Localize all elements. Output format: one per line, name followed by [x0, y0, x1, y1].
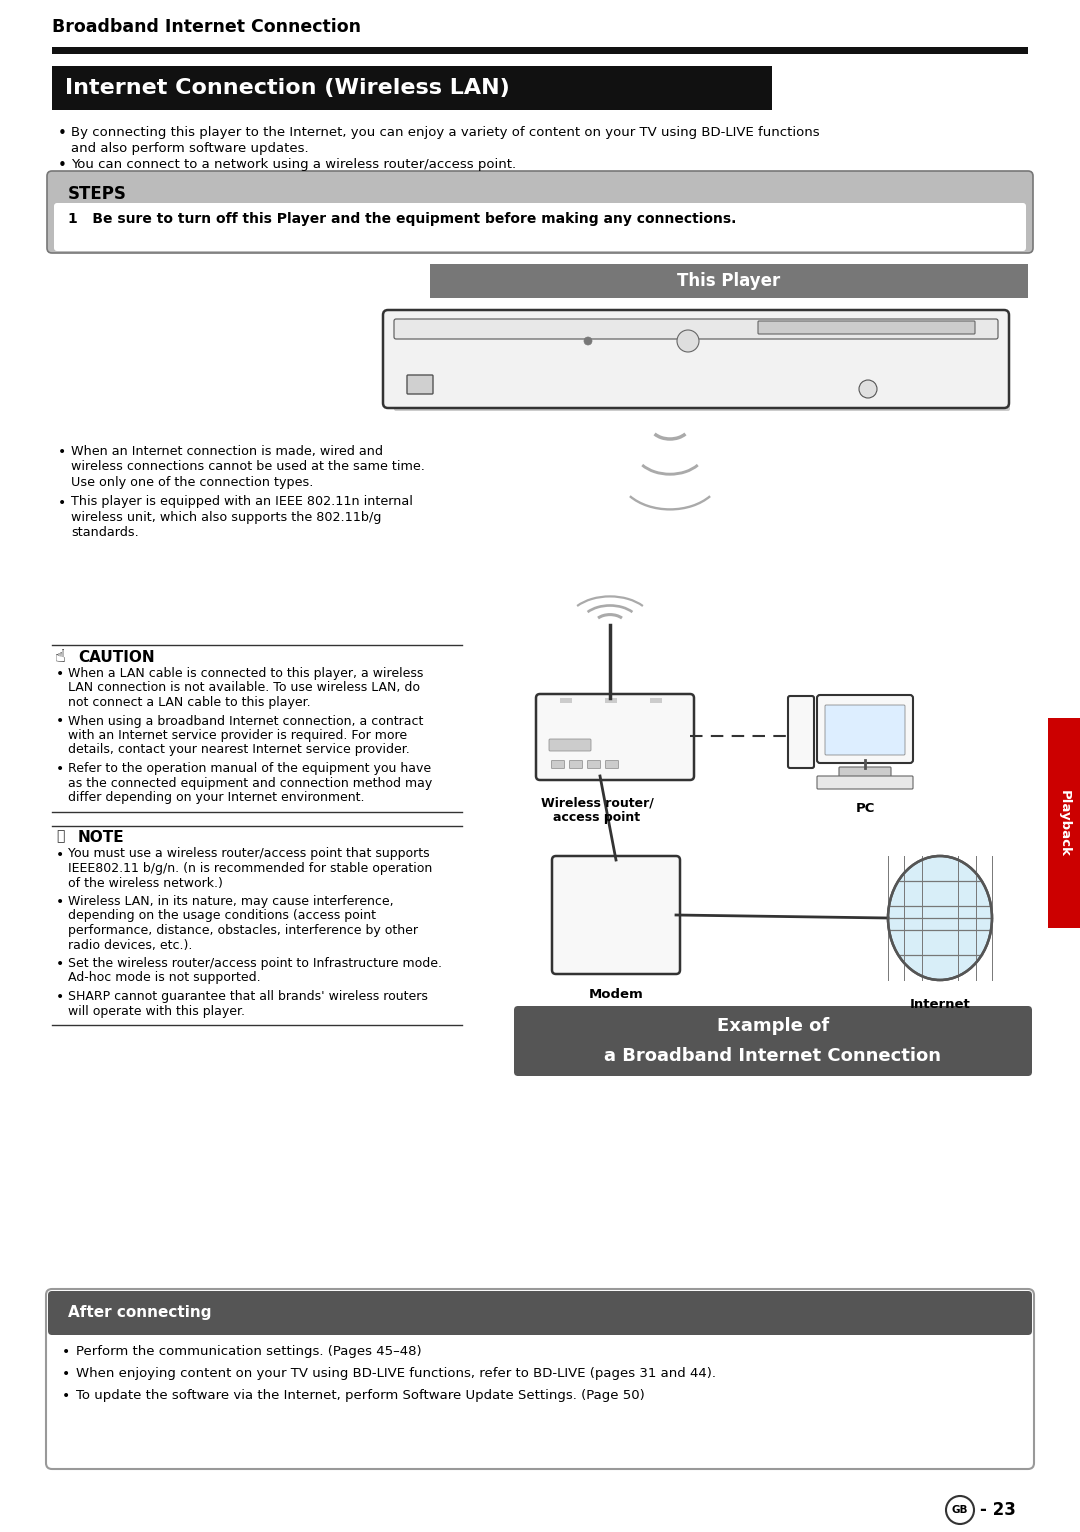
Text: •: •	[56, 761, 64, 777]
Text: Modem: Modem	[589, 988, 644, 1000]
Text: Wireless router/: Wireless router/	[541, 797, 653, 809]
Text: •: •	[58, 444, 66, 460]
Text: Ad-hoc mode is not supported.: Ad-hoc mode is not supported.	[68, 971, 260, 985]
FancyBboxPatch shape	[552, 856, 680, 974]
Text: a Broadband Internet Connection: a Broadband Internet Connection	[605, 1046, 942, 1065]
FancyBboxPatch shape	[606, 760, 619, 769]
Text: •: •	[56, 714, 64, 729]
FancyBboxPatch shape	[588, 760, 600, 769]
FancyBboxPatch shape	[52, 66, 772, 110]
Text: To update the software via the Internet, perform Software Update Settings. (Page: To update the software via the Internet,…	[76, 1390, 645, 1402]
Text: •: •	[56, 895, 64, 908]
Text: Example of: Example of	[717, 1017, 829, 1036]
Text: - 23: - 23	[980, 1501, 1016, 1520]
Text: Broadband Internet Connection: Broadband Internet Connection	[52, 18, 361, 35]
Text: When a LAN cable is connected to this player, a wireless: When a LAN cable is connected to this pl…	[68, 666, 423, 680]
Text: You can connect to a network using a wireless router/access point.: You can connect to a network using a wir…	[71, 158, 516, 172]
Text: performance, distance, obstacles, interference by other: performance, distance, obstacles, interf…	[68, 924, 418, 938]
Text: You must use a wireless router/access point that supports: You must use a wireless router/access po…	[68, 847, 430, 861]
Text: When using a broadband Internet connection, a contract: When using a broadband Internet connecti…	[68, 714, 423, 728]
Text: Wireless LAN, in its nature, may cause interference,: Wireless LAN, in its nature, may cause i…	[68, 895, 393, 908]
Text: •: •	[58, 495, 66, 510]
Circle shape	[859, 380, 877, 398]
Text: as the connected equipment and connection method may: as the connected equipment and connectio…	[68, 777, 432, 789]
Text: •: •	[58, 158, 67, 173]
Text: wireless connections cannot be used at the same time.: wireless connections cannot be used at t…	[71, 461, 424, 473]
FancyBboxPatch shape	[788, 696, 814, 768]
Text: Set the wireless router/access point to Infrastructure mode.: Set the wireless router/access point to …	[68, 958, 442, 970]
FancyBboxPatch shape	[816, 696, 913, 763]
Text: Internet: Internet	[909, 997, 970, 1011]
Text: •: •	[56, 990, 64, 1003]
FancyBboxPatch shape	[514, 1007, 1032, 1075]
FancyBboxPatch shape	[816, 777, 913, 789]
FancyBboxPatch shape	[549, 738, 591, 751]
Text: 1   Be sure to turn off this Player and the equipment before making any connecti: 1 Be sure to turn off this Player and th…	[68, 211, 737, 227]
Text: GB: GB	[951, 1504, 969, 1515]
Text: wireless unit, which also supports the 802.11b/g: wireless unit, which also supports the 8…	[71, 512, 381, 524]
Text: with an Internet service provider is required. For more: with an Internet service provider is req…	[68, 729, 407, 741]
FancyBboxPatch shape	[48, 1291, 1032, 1334]
Text: •: •	[62, 1390, 70, 1403]
Text: •: •	[56, 958, 64, 971]
FancyBboxPatch shape	[52, 47, 1028, 54]
FancyBboxPatch shape	[605, 699, 617, 703]
Text: IEEE802.11 b/g/n. (n is recommended for stable operation: IEEE802.11 b/g/n. (n is recommended for …	[68, 863, 432, 875]
FancyBboxPatch shape	[561, 699, 572, 703]
FancyBboxPatch shape	[394, 398, 1010, 411]
Text: •: •	[56, 847, 64, 861]
Text: Playback: Playback	[1057, 789, 1070, 856]
Text: and also perform software updates.: and also perform software updates.	[71, 142, 309, 155]
Text: of the wireless network.): of the wireless network.)	[68, 876, 222, 890]
FancyBboxPatch shape	[48, 172, 1032, 253]
FancyBboxPatch shape	[54, 204, 1026, 251]
Text: STEPS: STEPS	[68, 185, 126, 204]
FancyBboxPatch shape	[758, 322, 975, 334]
Text: differ depending on your Internet environment.: differ depending on your Internet enviro…	[68, 791, 365, 804]
Circle shape	[584, 337, 592, 345]
Text: By connecting this player to the Internet, you can enjoy a variety of content on: By connecting this player to the Interne…	[71, 126, 820, 139]
Text: When an Internet connection is made, wired and: When an Internet connection is made, wir…	[71, 444, 383, 458]
Text: Refer to the operation manual of the equipment you have: Refer to the operation manual of the equ…	[68, 761, 431, 775]
FancyBboxPatch shape	[46, 1288, 1034, 1469]
Text: NOTE: NOTE	[78, 830, 124, 846]
FancyBboxPatch shape	[825, 705, 905, 755]
Text: PC: PC	[855, 801, 875, 815]
Text: depending on the usage conditions (access point: depending on the usage conditions (acces…	[68, 910, 376, 922]
Text: not connect a LAN cable to this player.: not connect a LAN cable to this player.	[68, 696, 311, 709]
Text: standards.: standards.	[71, 527, 138, 539]
FancyBboxPatch shape	[569, 760, 582, 769]
Text: This player is equipped with an IEEE 802.11n internal: This player is equipped with an IEEE 802…	[71, 495, 413, 509]
Text: details, contact your nearest Internet service provider.: details, contact your nearest Internet s…	[68, 743, 409, 757]
Text: This Player: This Player	[677, 273, 781, 290]
Text: •: •	[62, 1367, 70, 1380]
FancyBboxPatch shape	[430, 264, 1028, 299]
Text: Perform the communication settings. (Pages 45–48): Perform the communication settings. (Pag…	[76, 1345, 421, 1357]
Text: After connecting: After connecting	[68, 1305, 212, 1321]
Text: Internet Connection (Wireless LAN): Internet Connection (Wireless LAN)	[65, 78, 510, 98]
Text: CAUTION: CAUTION	[78, 650, 154, 665]
FancyBboxPatch shape	[536, 694, 694, 780]
Text: Use only one of the connection types.: Use only one of the connection types.	[71, 476, 313, 489]
Text: radio devices, etc.).: radio devices, etc.).	[68, 939, 192, 951]
Text: 📄: 📄	[56, 829, 65, 844]
FancyBboxPatch shape	[650, 699, 662, 703]
Text: When enjoying content on your TV using BD-LIVE functions, refer to BD-LIVE (page: When enjoying content on your TV using B…	[76, 1367, 716, 1380]
Text: will operate with this player.: will operate with this player.	[68, 1005, 245, 1017]
Text: SHARP cannot guarantee that all brands' wireless routers: SHARP cannot guarantee that all brands' …	[68, 990, 428, 1003]
FancyBboxPatch shape	[839, 768, 891, 777]
Text: •: •	[62, 1345, 70, 1359]
FancyBboxPatch shape	[394, 319, 998, 339]
FancyBboxPatch shape	[552, 760, 565, 769]
FancyBboxPatch shape	[407, 375, 433, 394]
Text: ☝: ☝	[55, 648, 66, 666]
Text: •: •	[56, 666, 64, 682]
FancyBboxPatch shape	[383, 309, 1009, 408]
Text: LAN connection is not available. To use wireless LAN, do: LAN connection is not available. To use …	[68, 682, 420, 694]
Ellipse shape	[888, 856, 993, 980]
Circle shape	[677, 329, 699, 352]
FancyBboxPatch shape	[1048, 719, 1080, 928]
Text: •: •	[58, 126, 67, 141]
Text: access point: access point	[553, 810, 640, 824]
